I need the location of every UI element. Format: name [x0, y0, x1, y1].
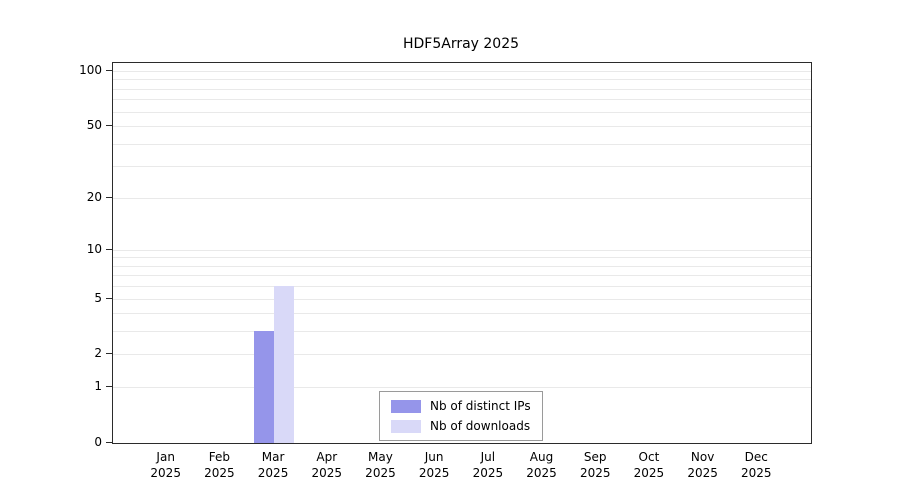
gridline — [113, 313, 811, 315]
gridline — [113, 88, 811, 90]
distinct-ips-swatch — [391, 399, 421, 413]
x-tick-label: May 2025 — [365, 450, 396, 481]
gridline — [113, 298, 811, 300]
downloads-swatch — [391, 419, 421, 433]
y-tick-mark — [106, 248, 112, 250]
gridline — [113, 197, 811, 199]
y-tick-mark — [106, 442, 112, 443]
y-tick-label: 20 — [86, 189, 102, 204]
x-tick-label: Jan 2025 — [150, 450, 181, 481]
y-tick-label: 0 — [94, 435, 102, 449]
y-tick-label: 1 — [94, 379, 102, 394]
gridline — [113, 126, 811, 128]
x-tick-label: Aug 2025 — [526, 450, 557, 481]
x-tick-label: Dec 2025 — [741, 450, 772, 481]
gridline — [113, 354, 811, 356]
y-tick-mark — [106, 125, 112, 127]
x-tick-label: Nov 2025 — [687, 450, 718, 481]
y-tick-mark — [106, 353, 112, 355]
gridline — [113, 71, 811, 72]
legend-label: Nb of downloads — [430, 419, 531, 433]
x-tick-label: Oct 2025 — [633, 450, 665, 481]
gridline — [113, 387, 811, 389]
gridline — [113, 79, 811, 81]
y-tick-label: 100 — [79, 63, 102, 77]
x-tick-label: Jun 2025 — [418, 450, 450, 481]
y-tick-label: 5 — [94, 290, 102, 305]
x-tick-label: Mar 2025 — [257, 450, 289, 481]
plot-area — [112, 62, 812, 444]
x-tick-label: Sep 2025 — [579, 450, 611, 481]
gridline — [113, 331, 811, 333]
gridline — [113, 99, 811, 101]
x-tick-label: Apr 2025 — [311, 450, 343, 481]
y-tick-mark — [106, 386, 112, 388]
gridline — [113, 275, 811, 277]
legend-row: Nb of distinct IPs — [391, 399, 531, 413]
gridline — [113, 143, 811, 145]
bar-downloads — [274, 286, 295, 443]
gridline — [113, 257, 811, 259]
gridline — [113, 166, 811, 168]
bar-distinct-ips — [254, 331, 275, 443]
y-tick-label: 10 — [86, 241, 102, 256]
legend-row: Nb of downloads — [391, 419, 531, 433]
x-tick-label: Feb 2025 — [204, 450, 235, 481]
gridline — [113, 265, 811, 267]
chart-title: HDF5Array 2025 — [402, 36, 520, 52]
y-tick-mark — [106, 297, 112, 299]
gridline — [113, 249, 811, 251]
y-tick-mark — [106, 70, 112, 71]
gridline — [113, 111, 811, 113]
y-tick-label: 50 — [86, 118, 102, 133]
gridline — [113, 286, 811, 288]
legend: Nb of distinct IPs Nb of downloads — [379, 391, 543, 441]
legend-label: Nb of distinct IPs — [430, 399, 531, 413]
x-tick-label: Jul 2025 — [472, 450, 504, 481]
y-tick-mark — [106, 196, 112, 198]
y-tick-label: 2 — [94, 346, 102, 361]
